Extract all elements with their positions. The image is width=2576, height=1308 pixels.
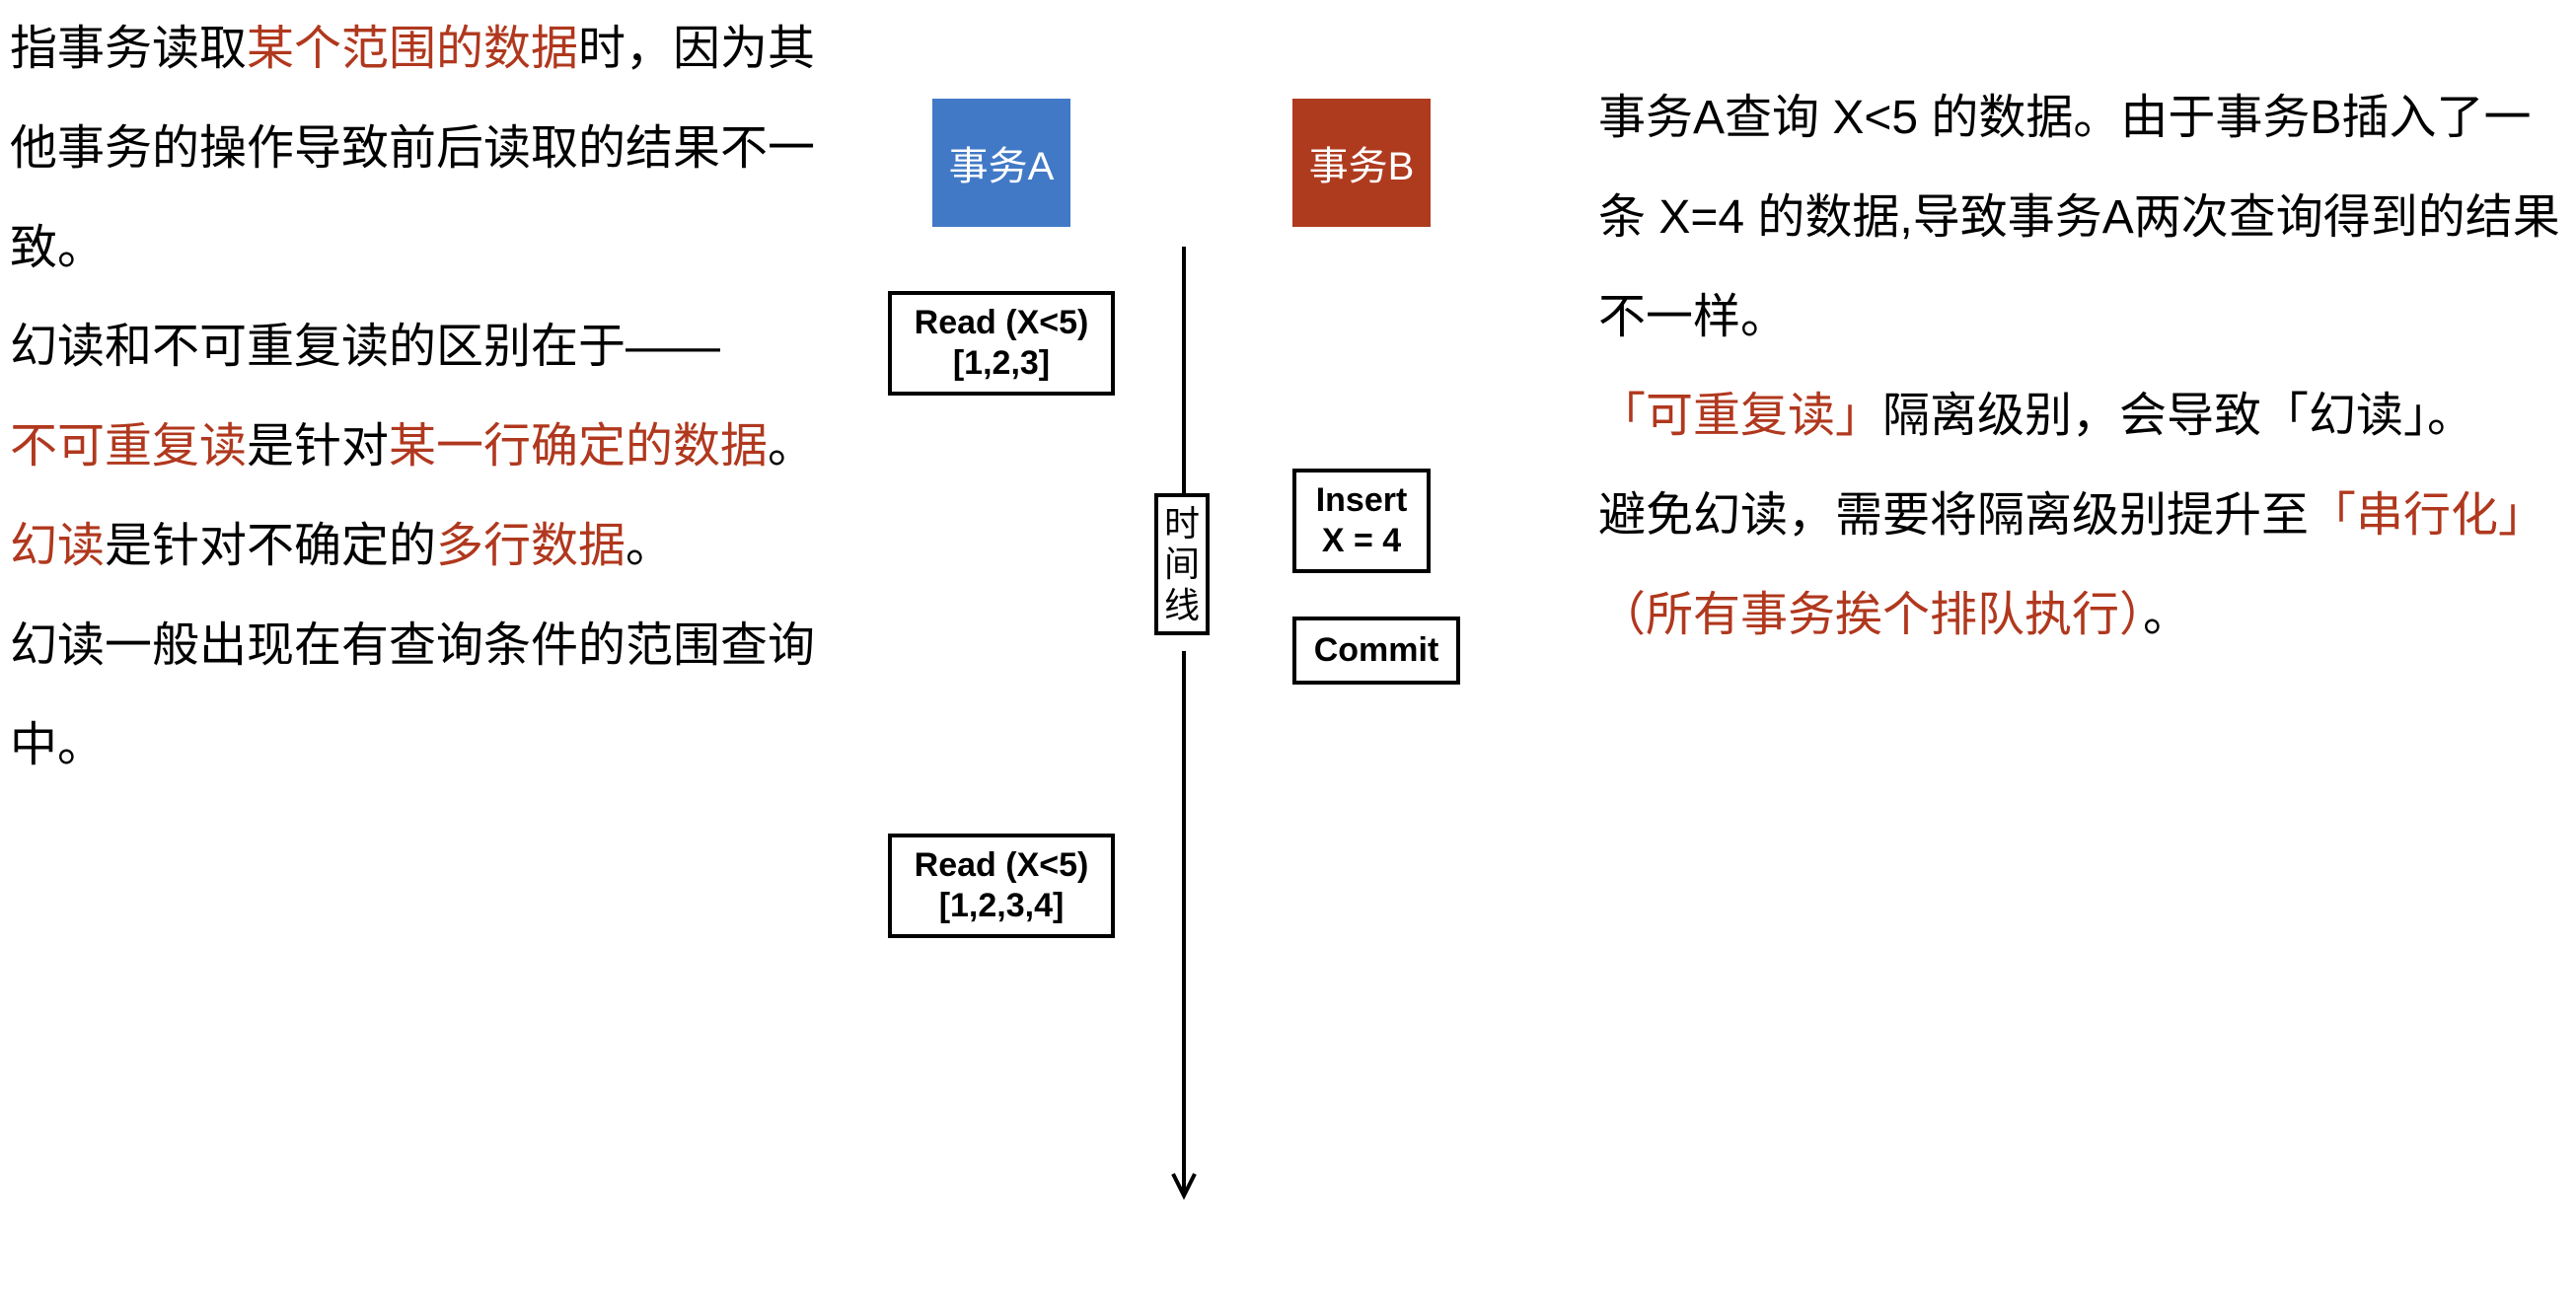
txt: 隔离级别，会导致「幻读」。 — [1882, 390, 2474, 442]
txt: 是针对不确定的 — [105, 520, 436, 572]
left-p2: 幻读和不可重复读的区别在于—— — [10, 298, 858, 398]
op-line: X = 4 — [1308, 521, 1415, 561]
left-text-column: 指事务读取某个范围的数据时，因为其他事务的操作导致前后读取的结果不一致。 幻读和… — [10, 0, 858, 795]
timeline-arrow — [1174, 247, 1194, 1223]
op-line: [1,2,3] — [904, 343, 1099, 384]
transaction-a-box: 事务A — [932, 99, 1070, 227]
txt: 是针对 — [247, 420, 389, 472]
txt: 。 — [2143, 589, 2190, 641]
txt-hl: 不可重复读 — [10, 420, 247, 472]
right-text-column: 事务A查询 X<5 的数据。由于事务B插入了一条 X=4 的数据,导致事务A两次… — [1598, 69, 2565, 666]
txt: 。 — [768, 420, 815, 472]
txt-hl: 某一行确定的数据 — [389, 420, 768, 472]
op-line: [1,2,3,4] — [904, 886, 1099, 926]
txt-hl: 幻读 — [10, 520, 105, 572]
op-line: Read (X<5) — [904, 845, 1099, 886]
op-read-2: Read (X<5) [1,2,3,4] — [888, 834, 1115, 938]
timeline-label: 时间线 — [1154, 493, 1210, 635]
op-read-1: Read (X<5) [1,2,3] — [888, 291, 1115, 396]
left-p4: 幻读是针对不确定的多行数据。 — [10, 497, 858, 597]
op-commit: Commit — [1292, 617, 1460, 685]
right-p2: 「可重复读」隔离级别，会导致「幻读」。 — [1598, 367, 2565, 467]
transaction-b-box: 事务B — [1292, 99, 1431, 227]
op-line: Read (X<5) — [904, 303, 1099, 343]
txt-hl: 「可重复读」 — [1598, 390, 1882, 442]
right-p1: 事务A查询 X<5 的数据。由于事务B插入了一条 X=4 的数据,导致事务A两次… — [1598, 69, 2565, 367]
tl-char: 时间线 — [1164, 503, 1200, 625]
left-p1: 指事务读取某个范围的数据时，因为其他事务的操作导致前后读取的结果不一致。 — [10, 0, 858, 298]
txt: 避免幻读，需要将隔离级别提升至 — [1598, 489, 2309, 542]
timeline-diagram: 事务A 事务B 时间线 Read (X<5) [1,2,3] Insert X … — [898, 99, 1549, 1233]
right-p3: 避免幻读，需要将隔离级别提升至「串行化」（所有事务挨个排队执行）。 — [1598, 467, 2565, 666]
txt-hl: 多行数据 — [436, 520, 626, 572]
left-p3: 不可重复读是针对某一行确定的数据。 — [10, 398, 858, 497]
op-line: Insert — [1308, 480, 1415, 521]
txt: 。 — [626, 520, 673, 572]
left-p5: 幻读一般出现在有查询条件的范围查询中。 — [10, 597, 858, 796]
txt-hl: 某个范围的数据 — [247, 23, 578, 75]
txt: 指事务读取 — [10, 23, 247, 75]
op-insert: Insert X = 4 — [1292, 469, 1431, 573]
